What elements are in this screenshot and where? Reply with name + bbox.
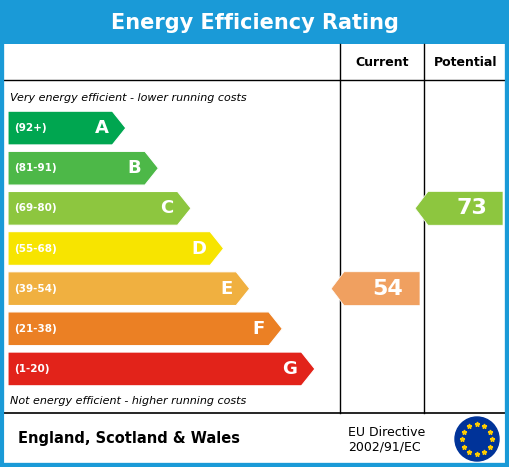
Polygon shape <box>8 272 250 305</box>
Text: B: B <box>127 159 141 177</box>
Text: 73: 73 <box>456 198 487 219</box>
Polygon shape <box>8 191 191 225</box>
Text: Very energy efficient - lower running costs: Very energy efficient - lower running co… <box>10 93 247 103</box>
Bar <box>2 2 507 44</box>
Polygon shape <box>8 352 315 386</box>
Text: (1-20): (1-20) <box>14 364 49 374</box>
Text: Energy Efficiency Rating: Energy Efficiency Rating <box>110 13 399 33</box>
Polygon shape <box>8 232 223 265</box>
Text: (39-54): (39-54) <box>14 283 56 294</box>
Text: (92+): (92+) <box>14 123 47 133</box>
Polygon shape <box>8 312 282 346</box>
Polygon shape <box>331 272 420 305</box>
Text: A: A <box>95 119 108 137</box>
Polygon shape <box>8 111 126 145</box>
Text: E: E <box>220 280 232 297</box>
Text: (55-68): (55-68) <box>14 243 56 254</box>
Text: 2002/91/EC: 2002/91/EC <box>348 440 420 453</box>
Text: (81-91): (81-91) <box>14 163 56 173</box>
Bar <box>2 413 507 465</box>
Polygon shape <box>415 191 503 225</box>
Text: (69-80): (69-80) <box>14 203 56 213</box>
Polygon shape <box>8 151 158 185</box>
Text: D: D <box>191 240 206 257</box>
Text: 54: 54 <box>373 279 403 298</box>
Text: Not energy efficient - higher running costs: Not energy efficient - higher running co… <box>10 396 246 406</box>
Text: (21-38): (21-38) <box>14 324 56 334</box>
Text: EU Directive: EU Directive <box>348 425 425 439</box>
Text: Current: Current <box>355 56 409 69</box>
Text: England, Scotland & Wales: England, Scotland & Wales <box>18 432 240 446</box>
Text: G: G <box>282 360 297 378</box>
Text: C: C <box>160 199 174 217</box>
Circle shape <box>455 417 499 461</box>
Text: F: F <box>252 320 265 338</box>
Text: Potential: Potential <box>434 56 497 69</box>
